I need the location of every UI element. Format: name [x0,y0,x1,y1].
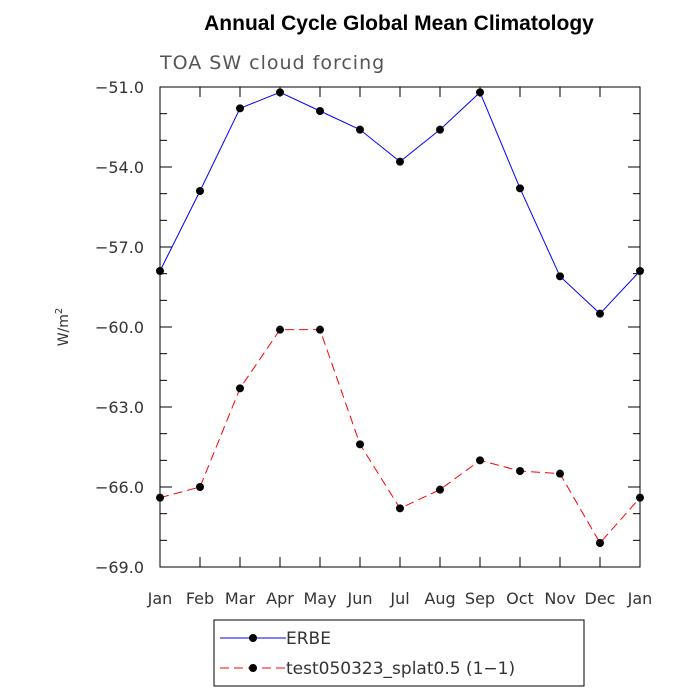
series-1-point [476,88,484,97]
series-2-point [476,456,484,465]
y-axis-label: W/m2 [54,308,72,347]
series-1-point [436,125,444,134]
y-tick-label: −51.0 [95,78,144,97]
series-2-point [356,440,364,449]
y-tick-label: −66.0 [95,478,144,497]
series-1-point [396,157,404,166]
y-tick-label: −63.0 [95,398,144,417]
series-2-point [516,467,524,475]
y-axis-label-superscript: 2 [54,308,65,314]
y-axis-label-text: W/m [56,314,72,346]
y-tick-label: −54.0 [95,158,144,177]
series-2-point [236,384,244,393]
series-2-point [436,485,444,494]
series-2-point [156,493,164,502]
series-1-point [196,187,204,195]
series-2-point [636,493,644,502]
legend-marker-2 [249,664,257,672]
series-1-line [159,91,641,315]
y-tick-label: −69.0 [95,558,144,577]
legend-label-1: ERBE [286,629,331,649]
series-2 [156,325,644,547]
series-2-point [556,469,564,478]
x-tick-label: Apr [266,589,294,608]
legend-marker-1 [249,634,257,642]
x-tick-label: May [303,589,336,608]
x-tick-label: Jun [347,589,373,608]
x-tick-label: Mar [225,589,256,608]
series-2-point [596,539,604,547]
x-axis: Jan Feb Mar Apr May Jun Jul Aug Sep Oct Nov Dec Jan [147,87,653,608]
series-1-point [236,104,244,113]
x-tick-label: Aug [424,589,455,608]
series-1-point [156,267,164,275]
series-1-point [276,88,284,97]
series-1-point [596,309,604,318]
x-tick-label: Oct [506,589,534,608]
series-2-point [396,504,404,513]
legend: ERBE test050323_splat0.5 (1−1) [213,619,585,687]
legend-label-2: test050323_splat0.5 (1−1) [286,659,515,679]
x-tick-label: Jan [627,589,653,608]
y-axis: −51.0 −54.0 −57.0 −60.0 −63.0 −66.0 −69.0 [95,78,640,577]
series-1-point [636,267,644,275]
chart-title: Annual Cycle Global Mean Climatology [204,12,594,35]
legend-box [213,619,585,687]
series-1-point [356,125,364,134]
series-1 [156,88,644,318]
y-tick-label: −60.0 [95,318,144,337]
y-tick-label: −57.0 [95,238,144,257]
x-tick-label: Jul [389,589,409,608]
series-2-point [316,325,324,334]
chart-subtitle: TOA SW cloud forcing [159,52,385,74]
x-tick-label: Jan [147,589,173,608]
series-2-point [196,483,204,491]
series-layer [156,88,644,547]
series-2-point [276,325,284,334]
series-1-point [556,272,564,281]
x-tick-label: Dec [585,589,616,608]
x-tick-label: Feb [186,589,214,608]
series-1-point [516,184,524,193]
series-1-point [316,107,324,115]
x-tick-label: Sep [465,589,495,608]
x-tick-label: Nov [544,589,575,608]
